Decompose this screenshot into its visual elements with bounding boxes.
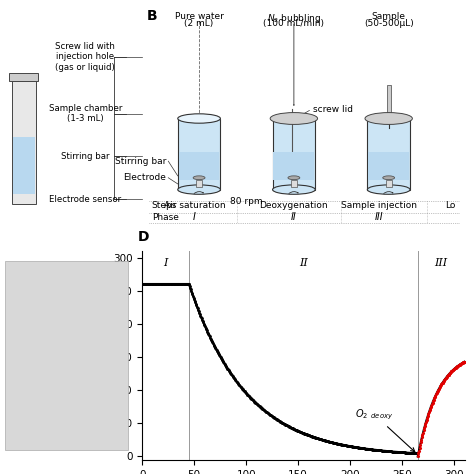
Text: Stirring bar: Stirring bar: [115, 157, 166, 165]
Text: Steps: Steps: [152, 201, 177, 210]
Text: Air saturation: Air saturation: [164, 201, 225, 210]
Text: II: II: [299, 258, 308, 268]
Text: Phase: Phase: [152, 213, 179, 221]
Text: Sample injection: Sample injection: [341, 201, 417, 210]
Text: Sample chamber
(1-3 mL): Sample chamber (1-3 mL): [49, 104, 122, 123]
Text: Screw lid with
injection hole
(gas or liquid): Screw lid with injection hole (gas or li…: [55, 42, 115, 72]
Text: I: I: [163, 258, 167, 268]
Text: II: II: [291, 212, 297, 222]
Text: $N_2$ bubbling: $N_2$ bubbling: [267, 12, 321, 25]
Text: Electrode sensor: Electrode sensor: [49, 195, 121, 203]
Text: screw lid: screw lid: [313, 105, 353, 113]
Text: Lo: Lo: [445, 201, 456, 210]
Y-axis label: Oxygen content [nmol/mL]: Oxygen content [nmol/mL]: [97, 280, 107, 431]
Text: (100 mL/min): (100 mL/min): [264, 19, 324, 28]
Text: B: B: [147, 9, 157, 24]
Text: Deoxygenation: Deoxygenation: [260, 201, 328, 210]
Text: Sample: Sample: [372, 12, 406, 21]
Text: (50-500μL): (50-500μL): [364, 19, 413, 28]
Text: Pure water: Pure water: [174, 12, 224, 21]
Text: III: III: [375, 212, 383, 222]
Text: I: I: [193, 212, 196, 222]
Text: Electrode: Electrode: [123, 173, 166, 182]
Text: $O_2$ ${}_{deoxy}$: $O_2$ ${}_{deoxy}$: [356, 408, 415, 452]
Text: D: D: [137, 230, 149, 244]
Text: 80 rpm: 80 rpm: [230, 197, 263, 206]
Text: III: III: [434, 258, 447, 268]
Text: Stirring bar: Stirring bar: [61, 152, 109, 161]
Text: (2 mL): (2 mL): [184, 19, 214, 28]
